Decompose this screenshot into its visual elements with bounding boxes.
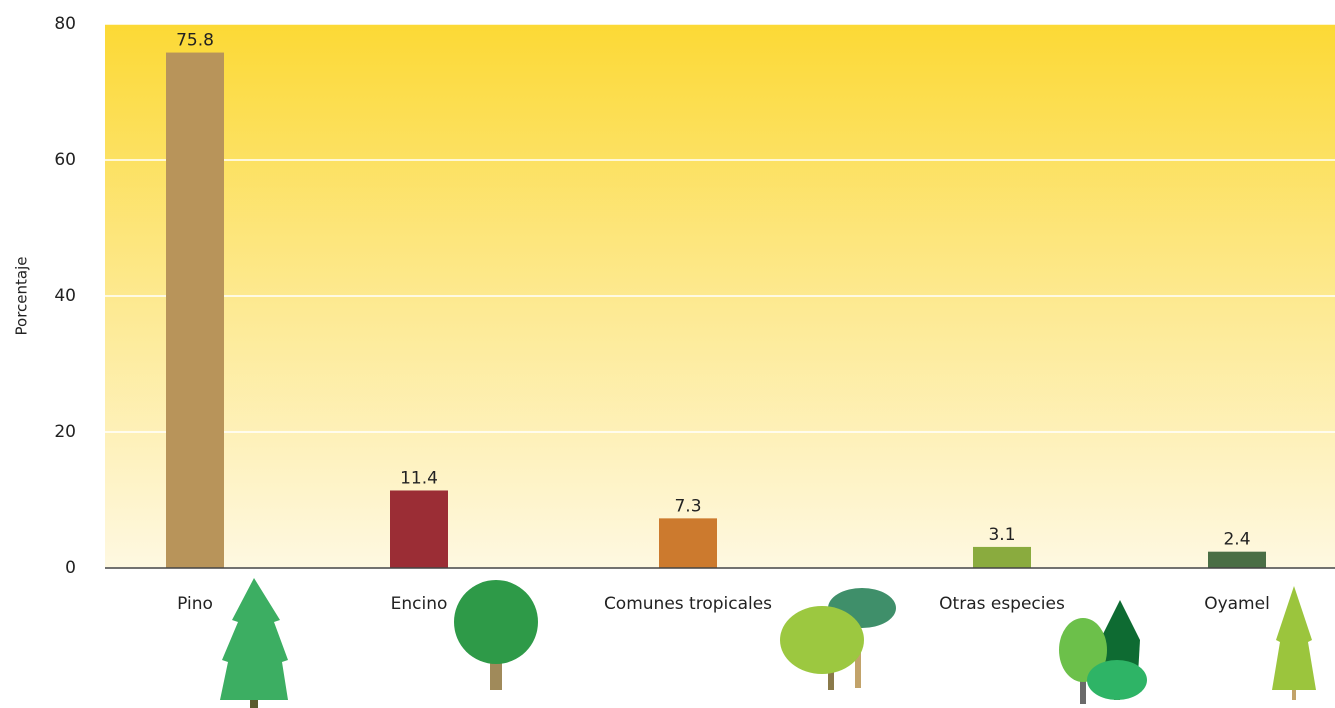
x-tick-label: Oyamel bbox=[1204, 594, 1270, 614]
tree-icons bbox=[220, 578, 1316, 708]
tree-encino bbox=[454, 580, 538, 690]
x-tick-label: Pino bbox=[177, 594, 213, 614]
bar bbox=[659, 518, 717, 568]
y-tick-label: 0 bbox=[65, 558, 76, 578]
tree-pino bbox=[220, 578, 288, 708]
value-label: 7.3 bbox=[674, 496, 701, 516]
y-tick-label: 20 bbox=[54, 422, 76, 442]
bars bbox=[166, 52, 1266, 569]
bar bbox=[973, 546, 1031, 568]
tree-tropical bbox=[780, 588, 896, 690]
bar bbox=[1208, 551, 1266, 568]
value-label: 75.8 bbox=[176, 31, 214, 51]
x-tick-label: Encino bbox=[391, 594, 448, 614]
tree-oyamel bbox=[1272, 586, 1316, 700]
x-tick-label: Otras especies bbox=[939, 594, 1065, 614]
y-tick-label: 80 bbox=[54, 14, 76, 34]
y-axis-title: Porcentaje bbox=[13, 257, 31, 336]
value-label: 2.4 bbox=[1223, 530, 1250, 550]
value-label: 11.4 bbox=[400, 468, 438, 488]
y-tick-label: 60 bbox=[54, 150, 76, 170]
x-tick-label: Comunes tropicales bbox=[604, 594, 772, 614]
tree-otras bbox=[1059, 600, 1147, 704]
bar bbox=[166, 52, 224, 569]
y-tick-label: 40 bbox=[54, 286, 76, 306]
value-label: 3.1 bbox=[988, 525, 1015, 545]
bar bbox=[390, 490, 448, 568]
